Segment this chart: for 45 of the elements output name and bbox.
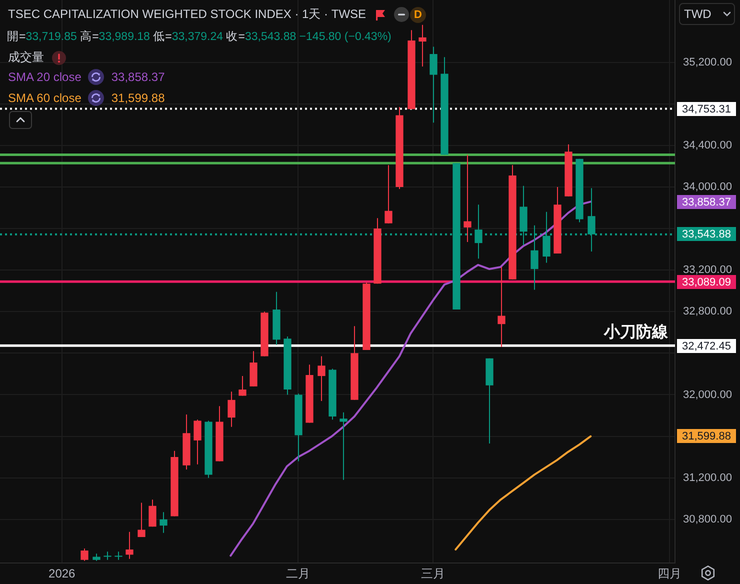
text: 開=33,719.85 高=33,989.18 低=33,379.24 收=33,543.88 −145.80 (−0.43%) <box>7 29 392 44</box>
candlestick <box>384 164 392 224</box>
ref-line-label: 34,753.31 <box>682 104 731 116</box>
y-tick-label: 33,200.00 <box>683 264 732 276</box>
annotation: 33,858.37 <box>111 70 165 84</box>
ref-line-label: 33,089.09 <box>682 276 731 289</box>
candlestick <box>126 531 134 560</box>
dropdown: TWD <box>679 3 735 25</box>
y-tick-label: 31,200.00 <box>683 472 732 484</box>
x-tick-label: 四月 <box>657 566 682 581</box>
y-tick-label: 35,200.00 <box>683 56 732 68</box>
text: SMA 60 close <box>8 90 82 104</box>
x-tick-label: 二月 <box>286 566 310 581</box>
y-tick-label: 34,000.00 <box>683 181 732 194</box>
candlestick <box>138 502 146 538</box>
candlestick <box>430 46 438 124</box>
candlestick <box>194 419 202 465</box>
y-tick-label: 32,000.00 <box>683 388 732 401</box>
x-tick-label: 2026 <box>48 566 76 581</box>
candlestick <box>160 512 168 534</box>
annotation: 小刀防線 <box>603 323 669 342</box>
candlestick <box>340 412 348 480</box>
candlestick <box>474 204 482 260</box>
text: SMA 20 close <box>8 70 82 84</box>
y-tick-label: 34,400.00 <box>683 139 732 152</box>
text: 31,599.88 <box>682 430 731 443</box>
candlestick <box>318 356 326 402</box>
candlestick <box>238 376 246 396</box>
candlestick <box>250 350 258 387</box>
annotation: D <box>410 6 426 22</box>
candlestick <box>228 391 236 428</box>
candlestick <box>464 154 472 243</box>
y-tick-label: 30,800.00 <box>683 513 732 526</box>
annotation: 成交量 <box>8 49 44 66</box>
text: TSEC CAPITALIZATION WEIGHTED STOCK INDEX · 1天 · TWSE <box>8 6 366 23</box>
ref-line-label: 32,472.45 <box>682 340 731 353</box>
annotation: 31,599.88 <box>111 90 165 104</box>
candlestick <box>418 24 426 67</box>
candlestick <box>148 499 156 528</box>
y-tick-label: 32,800.00 <box>683 306 732 318</box>
candlestick <box>498 266 506 348</box>
candlestick <box>80 548 88 562</box>
text: 33,858.37 <box>682 196 731 209</box>
ref-line-label: 33,543.88 <box>682 228 731 241</box>
x-tick-label: 三月 <box>421 566 446 581</box>
